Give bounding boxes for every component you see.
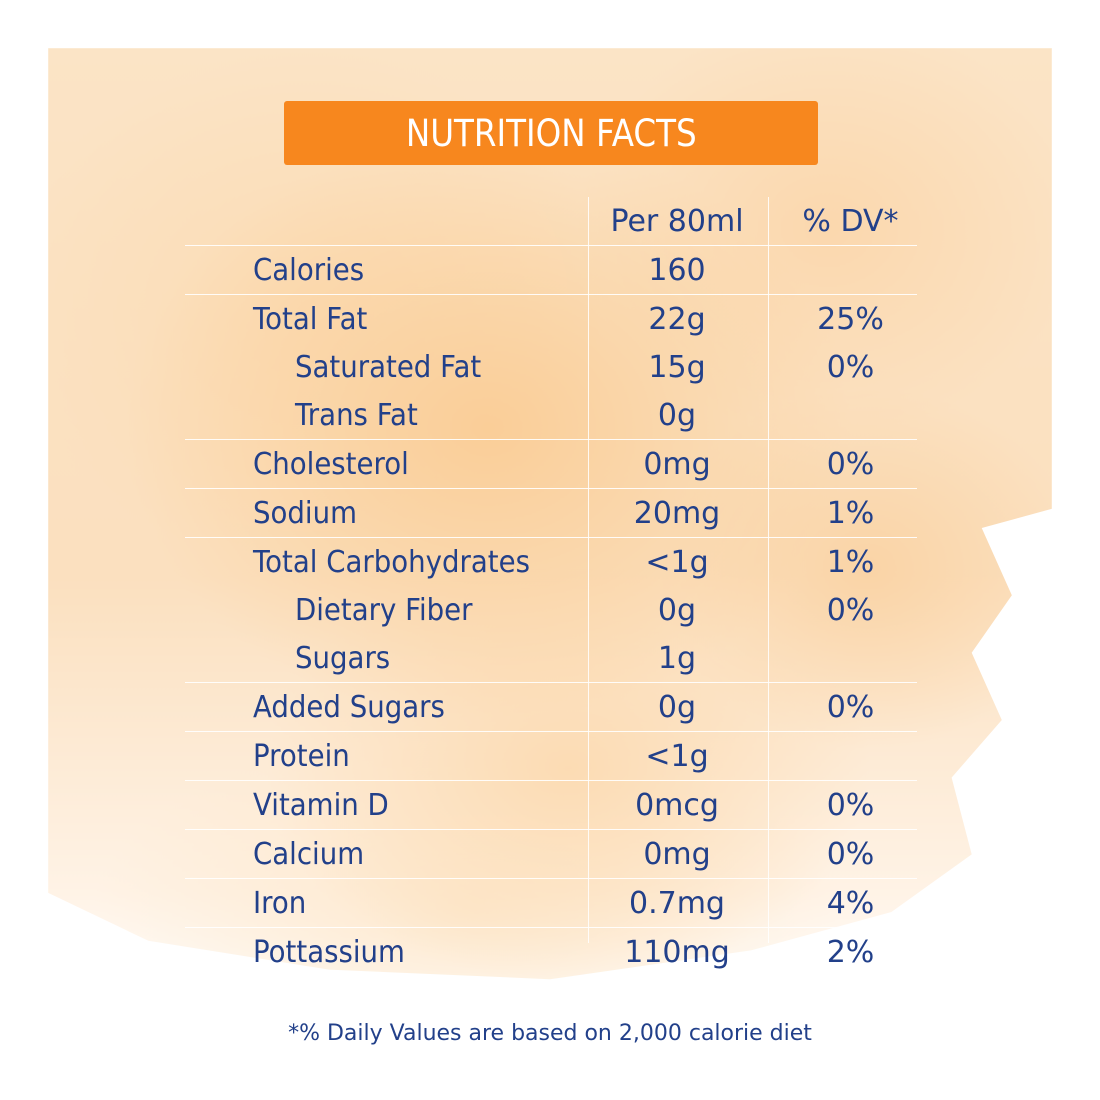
nutrient-dv: 4%: [826, 885, 875, 921]
nutrient-label: Calcium: [253, 836, 365, 872]
nutrient-amount: 0mcg: [635, 787, 719, 823]
nutrient-label: Sugars: [295, 640, 391, 676]
page-title: NUTRITION FACTS: [405, 111, 697, 155]
nutrient-amount: 110mg: [624, 934, 730, 970]
nutrient-label: Cholesterol: [253, 446, 409, 482]
nutrient-amount: <1g: [645, 544, 709, 580]
nutrient-dv: 0%: [826, 836, 875, 872]
table-row: Pottassium 110mg 2%: [185, 927, 917, 976]
nutrient-amount: <1g: [645, 738, 709, 774]
title-banner: NUTRITION FACTS: [284, 101, 818, 165]
nutrient-amount: 0g: [657, 397, 697, 433]
nutrient-label: Vitamin D: [253, 787, 389, 823]
footnote: *% Daily Values are based on 2,000 calor…: [288, 1021, 812, 1046]
nutrient-amount: 20mg: [633, 495, 721, 531]
nutrient-label: Protein: [253, 738, 350, 774]
watercolor-background: [48, 48, 1052, 980]
nutrient-dv: 0%: [826, 787, 875, 823]
nutrition-table: Per 80ml % DV* Calories 160 Total Fat 22g 25…: [185, 197, 917, 976]
table-row: Added Sugars 0g 0%: [185, 682, 917, 731]
nutrient-amount: 0mg: [643, 446, 711, 482]
table-row: Sodium 20mg 1%: [185, 488, 917, 537]
nutrient-dv: 0%: [826, 689, 875, 725]
table-row: Protein <1g: [185, 731, 917, 780]
nutrient-amount: 0mg: [643, 836, 711, 872]
table-header-row: Per 80ml % DV*: [185, 197, 917, 245]
nutrient-label: Pottassium: [253, 934, 405, 970]
nutrient-dv: 0%: [826, 592, 875, 628]
table-row: Calcium 0mg 0%: [185, 829, 917, 878]
table-row: Cholesterol 0mg 0%: [185, 439, 917, 488]
nutrient-amount: 15g: [648, 349, 706, 385]
column-divider-amount: [588, 197, 589, 943]
nutrient-label: Trans Fat: [295, 397, 418, 433]
nutrient-amount: 0g: [657, 689, 697, 725]
nutrient-label: Total Carbohydrates: [253, 544, 530, 580]
table-row: Vitamin D 0mcg 0%: [185, 780, 917, 829]
nutrient-dv: 0%: [826, 446, 875, 482]
nutrient-amount: 0.7mg: [629, 885, 725, 921]
nutrient-dv: 25%: [817, 301, 884, 337]
table-row: Calories 160: [185, 245, 917, 294]
nutrient-label: Added Sugars: [253, 689, 445, 725]
nutrient-amount: 160: [648, 252, 706, 288]
nutrient-amount: 0g: [657, 592, 697, 628]
nutrient-dv: 0%: [826, 349, 875, 385]
table-row: Total Fat 22g 25%: [185, 294, 917, 343]
table-row: Iron 0.7mg 4%: [185, 878, 917, 927]
table-row: Total Carbohydrates <1g 1%: [185, 537, 917, 586]
nutrient-amount: 1g: [657, 640, 697, 676]
nutrient-label: Iron: [253, 885, 307, 921]
nutrient-dv: 1%: [826, 544, 875, 580]
nutrient-dv: 1%: [826, 495, 875, 531]
nutrient-label: Saturated Fat: [295, 349, 482, 385]
table-body: Calories 160 Total Fat 22g 25% Saturated Fat 1…: [185, 245, 917, 976]
nutrient-amount: 22g: [648, 301, 706, 337]
table-row: Trans Fat 0g: [185, 391, 917, 439]
table-row: Sugars 1g: [185, 634, 917, 682]
nutrient-dv: 2%: [826, 934, 875, 970]
nutrient-label: Calories: [253, 252, 365, 288]
column-divider-dv: [768, 197, 769, 943]
nutrient-label: Sodium: [253, 495, 357, 531]
header-amount: Per 80ml: [610, 203, 744, 239]
header-dv: % DV*: [802, 203, 899, 239]
table-row: Dietary Fiber 0g 0%: [185, 586, 917, 634]
nutrient-label: Total Fat: [253, 301, 368, 337]
nutrient-label: Dietary Fiber: [295, 592, 473, 628]
table-row: Saturated Fat 15g 0%: [185, 343, 917, 391]
